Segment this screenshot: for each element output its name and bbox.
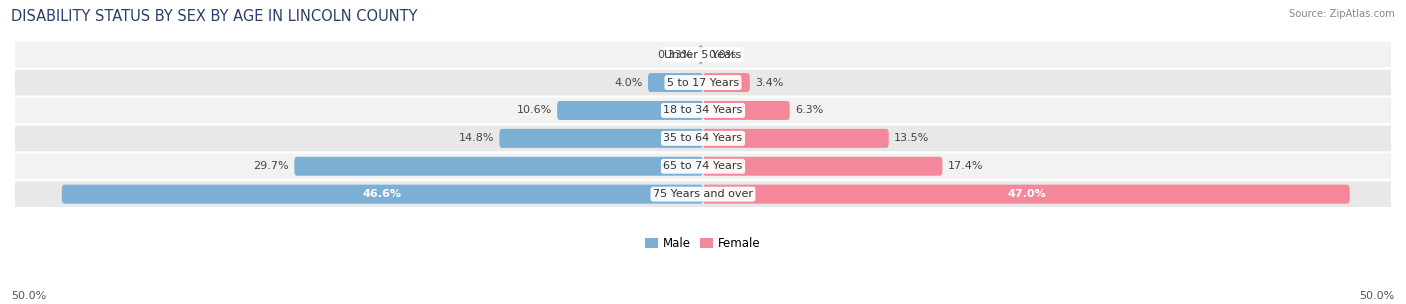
FancyBboxPatch shape (703, 129, 889, 148)
FancyBboxPatch shape (0, 98, 1406, 123)
FancyBboxPatch shape (0, 70, 1406, 95)
Text: 3.4%: 3.4% (755, 78, 783, 88)
FancyBboxPatch shape (703, 73, 749, 92)
FancyBboxPatch shape (699, 45, 703, 64)
Text: Under 5 Years: Under 5 Years (665, 50, 741, 60)
Text: 50.0%: 50.0% (11, 291, 46, 301)
Text: 29.7%: 29.7% (253, 161, 288, 171)
Text: 10.6%: 10.6% (516, 105, 551, 116)
Text: 46.6%: 46.6% (363, 189, 402, 199)
FancyBboxPatch shape (0, 181, 1406, 207)
FancyBboxPatch shape (703, 157, 942, 176)
Text: 65 to 74 Years: 65 to 74 Years (664, 161, 742, 171)
Text: 75 Years and over: 75 Years and over (652, 189, 754, 199)
Text: 0.33%: 0.33% (658, 50, 693, 60)
FancyBboxPatch shape (499, 129, 703, 148)
FancyBboxPatch shape (648, 73, 703, 92)
Text: Source: ZipAtlas.com: Source: ZipAtlas.com (1289, 9, 1395, 19)
Text: 50.0%: 50.0% (1360, 291, 1395, 301)
FancyBboxPatch shape (0, 42, 1406, 67)
Text: 13.5%: 13.5% (894, 133, 929, 143)
Text: 4.0%: 4.0% (614, 78, 643, 88)
FancyBboxPatch shape (0, 154, 1406, 179)
Text: 5 to 17 Years: 5 to 17 Years (666, 78, 740, 88)
FancyBboxPatch shape (703, 101, 790, 120)
FancyBboxPatch shape (557, 101, 703, 120)
FancyBboxPatch shape (294, 157, 703, 176)
Text: 14.8%: 14.8% (458, 133, 494, 143)
FancyBboxPatch shape (0, 126, 1406, 151)
Text: 0.0%: 0.0% (709, 50, 737, 60)
Legend: Male, Female: Male, Female (641, 232, 765, 255)
FancyBboxPatch shape (703, 185, 1350, 204)
Text: 6.3%: 6.3% (796, 105, 824, 116)
Text: 18 to 34 Years: 18 to 34 Years (664, 105, 742, 116)
FancyBboxPatch shape (62, 185, 703, 204)
Text: 35 to 64 Years: 35 to 64 Years (664, 133, 742, 143)
Text: 47.0%: 47.0% (1007, 189, 1046, 199)
Text: 17.4%: 17.4% (948, 161, 983, 171)
Text: DISABILITY STATUS BY SEX BY AGE IN LINCOLN COUNTY: DISABILITY STATUS BY SEX BY AGE IN LINCO… (11, 9, 418, 24)
